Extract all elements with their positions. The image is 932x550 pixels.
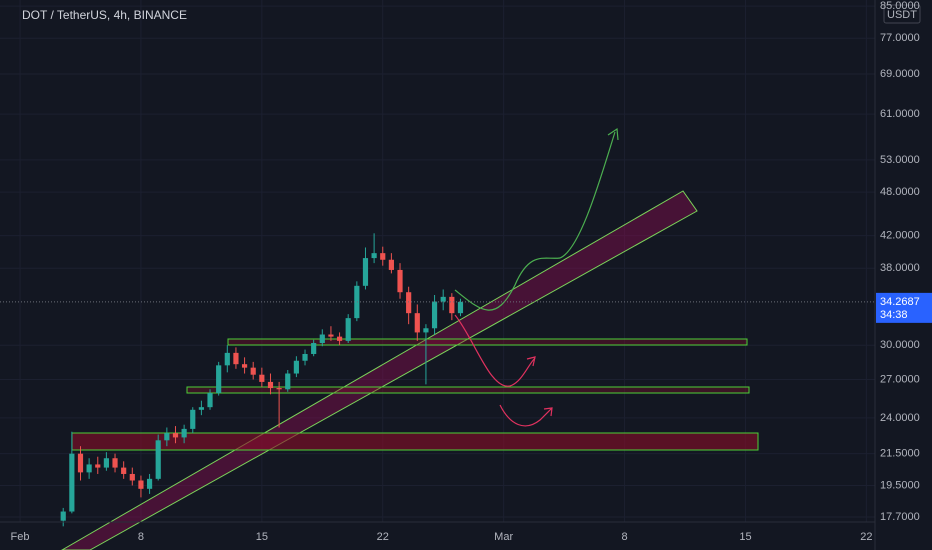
- candle-body: [371, 253, 377, 259]
- x-tick-label: Feb: [11, 531, 30, 543]
- arrow-head: [607, 127, 619, 141]
- trend-channel: [61, 190, 698, 550]
- candle-body: [69, 453, 75, 512]
- drawings: [61, 127, 759, 550]
- candle-body: [233, 352, 239, 365]
- bear-scenario: [499, 404, 553, 427]
- candle-body: [336, 336, 343, 341]
- candle-body: [190, 409, 196, 429]
- y-tick-label: 24.0000: [880, 412, 920, 424]
- candle-body: [311, 343, 317, 354]
- y-tick-label: 85.0000: [880, 0, 920, 12]
- candle-body: [440, 296, 446, 302]
- candle-body: [423, 328, 429, 333]
- bear-scenario: [454, 314, 536, 387]
- support-zone: [186, 386, 750, 394]
- candle-body: [241, 364, 248, 368]
- candle-body: [216, 365, 222, 394]
- plot: [0, 233, 875, 527]
- x-tick-label: 22: [377, 531, 389, 543]
- candle-body: [362, 258, 369, 286]
- chart-title: DOT / TetherUS, 4h, BINANCE: [22, 8, 187, 22]
- y-tick-label: 38.0000: [880, 262, 920, 274]
- candle-body: [354, 285, 360, 319]
- candle-body: [250, 367, 256, 375]
- candle-body: [112, 458, 118, 468]
- candle-body: [406, 292, 412, 314]
- y-tick-label: 53.0000: [880, 154, 920, 166]
- x-tick-label: 8: [621, 531, 627, 543]
- arrow-head: [543, 407, 553, 417]
- last-price-label: 34.2687: [880, 296, 920, 308]
- y-tick-label: 21.5000: [880, 448, 920, 460]
- candle-body: [449, 296, 455, 314]
- y-tick-label: 19.5000: [880, 479, 920, 491]
- arrow-head: [526, 356, 536, 367]
- candle-body: [77, 453, 84, 473]
- candle-body: [397, 269, 403, 293]
- candle-body: [172, 433, 179, 438]
- bull-scenario: [454, 131, 616, 311]
- candle-body: [267, 381, 274, 389]
- candle-body: [103, 458, 109, 468]
- x-tick-label: 15: [256, 531, 268, 543]
- currency: USDT: [887, 9, 917, 21]
- candle-body: [146, 478, 153, 489]
- candle-body: [224, 352, 230, 366]
- countdown: 34:38: [880, 309, 908, 321]
- candle-body: [181, 428, 187, 438]
- last-price-box: [876, 292, 932, 323]
- x-tick-label: 15: [739, 531, 751, 543]
- y-tick-label: 69.0000: [880, 68, 920, 80]
- candle-body: [164, 433, 170, 441]
- candle-body: [207, 393, 213, 408]
- candle-body: [431, 301, 438, 329]
- x-tick-label: 22: [860, 531, 872, 543]
- candle-body: [328, 334, 334, 337]
- currency-box: [883, 4, 921, 24]
- candle-body: [345, 318, 351, 341]
- candle-body: [388, 259, 394, 270]
- candle-body: [302, 353, 308, 361]
- y-tick-label: 17.7000: [880, 511, 920, 523]
- candle-body: [129, 473, 135, 481]
- candle-body: [276, 388, 282, 390]
- candle-body: [121, 467, 127, 474]
- candle-body: [414, 313, 420, 333]
- candle-body: [285, 373, 291, 390]
- x-tick-label: 8: [138, 531, 144, 543]
- y-tick-label: 27.0000: [880, 373, 920, 385]
- y-tick-label: 77.0000: [880, 32, 920, 44]
- candle-body: [95, 464, 101, 468]
- y-tick-label: 61.0000: [880, 108, 920, 120]
- candle-body: [155, 440, 161, 479]
- candle-body: [380, 253, 386, 260]
- candle-body: [319, 334, 325, 344]
- candle-body: [293, 360, 299, 374]
- candle-body: [259, 374, 265, 382]
- candle-body: [457, 301, 464, 314]
- y-tick-label: 48.0000: [880, 186, 920, 198]
- support-zone: [227, 338, 748, 346]
- candle-body: [198, 407, 204, 410]
- y-tick-label: 42.0000: [880, 230, 920, 242]
- candle-body: [86, 464, 92, 473]
- candle-body: [138, 480, 144, 489]
- y-tick-label: 30.0000: [880, 339, 920, 351]
- x-tick-label: Mar: [494, 531, 513, 543]
- candle-body: [60, 511, 66, 521]
